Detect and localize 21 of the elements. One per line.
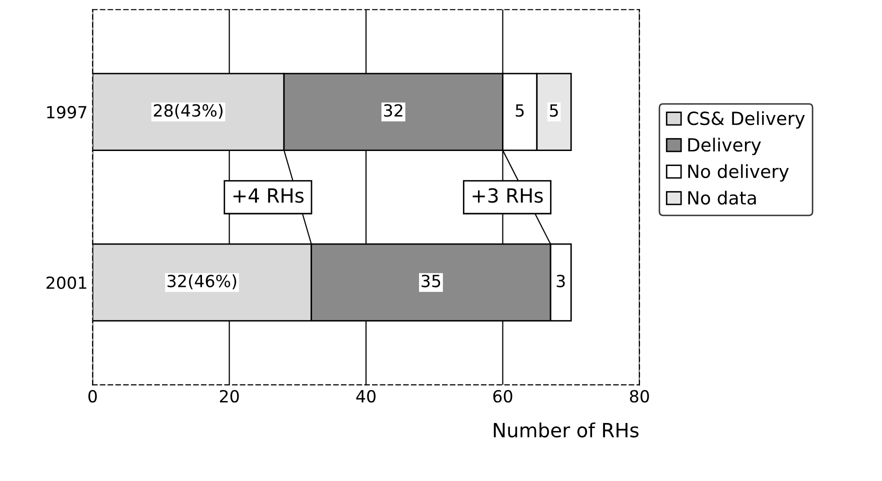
y-tick-label: 1997: [47, 106, 86, 119]
x-tick-label: 0: [88, 390, 97, 403]
data-label: 5: [550, 104, 558, 117]
x-tick-label: 20: [220, 390, 239, 403]
y-tick-label: 2001: [46, 276, 86, 290]
data-label: 35: [422, 274, 440, 288]
data-label: 5: [516, 104, 524, 117]
x-axis-title: Number of RHs: [494, 422, 638, 438]
data-label: 32: [384, 104, 402, 117]
legend-label: No data: [688, 190, 756, 205]
x-tick-label: 40: [356, 390, 376, 403]
data-label: 28(43%): [154, 104, 223, 119]
legend-label: Delivery: [688, 138, 761, 156]
data-label: 32(46%): [168, 274, 236, 290]
x-tick-label: 60: [493, 390, 512, 403]
data-label: 3: [556, 274, 565, 288]
annotation: +4 RHs: [233, 188, 304, 203]
legend-label: No delivery: [688, 164, 789, 182]
x-tick-label: 80: [630, 390, 649, 403]
annotation: +3 RHs: [472, 188, 543, 203]
legend-label: CS& Delivery: [688, 111, 805, 129]
